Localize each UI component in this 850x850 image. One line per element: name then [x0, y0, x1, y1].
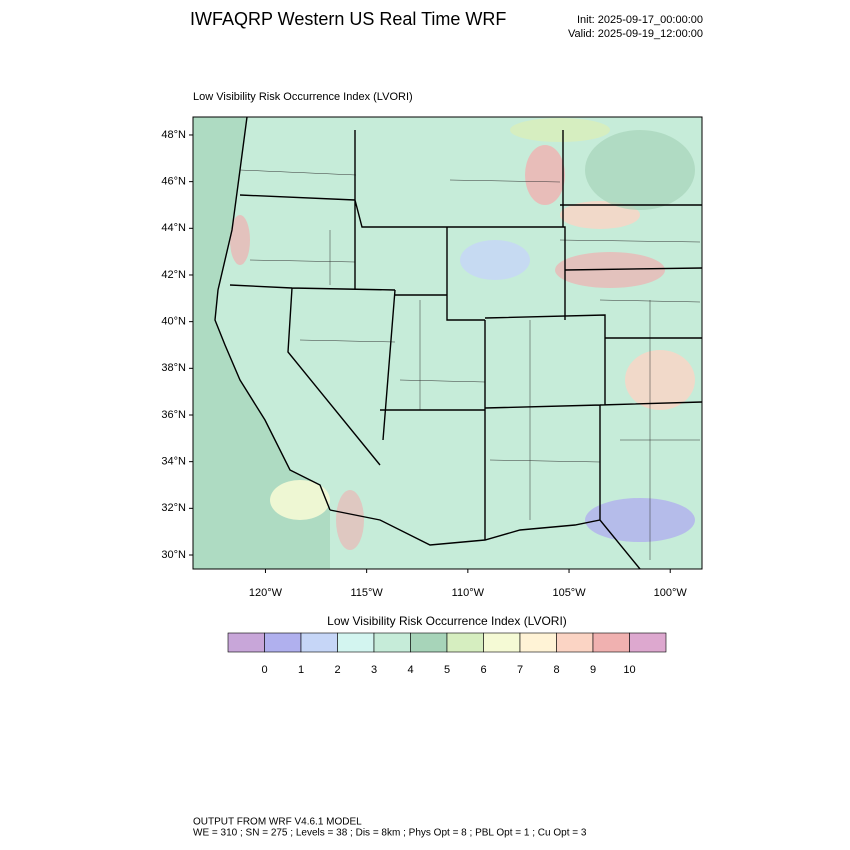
lon-tick-label: 120°W [249, 587, 283, 599]
colorbar-swatch [410, 632, 448, 653]
colorbar-label: 3 [371, 664, 377, 676]
colorbar-swatch [483, 632, 521, 653]
colorbar-label: 10 [623, 664, 635, 676]
colorbar-swatch [519, 632, 557, 653]
footer-line: WE = 310 ; SN = 275 ; Levels = 38 ; Dis … [193, 828, 587, 839]
colorbar-title: Low Visibility Risk Occurrence Index (LV… [327, 614, 567, 628]
lat-tick-label: 32°N [161, 502, 186, 514]
colorbar-label: 2 [334, 664, 340, 676]
map-field [192, 116, 703, 570]
colorbar-label: 8 [553, 664, 559, 676]
colorbar-swatch [337, 632, 375, 653]
colorbar-label: 7 [517, 664, 523, 676]
lon-tick-label: 115°W [350, 587, 383, 599]
lon-tick-label: 100°W [654, 587, 688, 599]
lat-tick-label: 30°N [161, 549, 186, 561]
map-subtitle: Low Visibility Risk Occurrence Index (LV… [193, 91, 413, 103]
lat-tick-label: 42°N [161, 269, 186, 281]
lat-tick-label: 36°N [161, 409, 186, 421]
colorbar-swatch [629, 632, 667, 653]
lat-tick-label: 44°N [161, 222, 186, 234]
colorbar-label: 9 [590, 664, 596, 676]
colorbar-label: 0 [261, 664, 267, 676]
colorbar-swatch [446, 632, 484, 653]
lat-tick-label: 48°N [161, 129, 186, 141]
colorbar-swatch [300, 632, 338, 653]
lat-tick-label: 46°N [161, 176, 186, 188]
colorbar-swatch [592, 632, 630, 653]
valid-time: Valid: 2025-09-19_12:00:00 [568, 28, 703, 40]
colorbar-label: 6 [480, 664, 486, 676]
lon-tick-label: 105°W [552, 587, 586, 599]
lat-tick-label: 38°N [161, 362, 186, 374]
colorbar-swatch [373, 632, 411, 653]
colorbar-swatch [227, 632, 265, 653]
title: IWFAQRP Western US Real Time WRF [190, 9, 506, 29]
colorbar-swatch [556, 632, 594, 653]
colorbar-label: 1 [298, 664, 304, 676]
colorbar-swatch [264, 632, 302, 653]
footer-line: OUTPUT FROM WRF V4.6.1 MODEL [193, 817, 362, 828]
lon-tick-label: 110°W [452, 587, 485, 599]
colorbar-label: 5 [444, 664, 450, 676]
lat-tick-label: 40°N [161, 316, 186, 328]
colorbar-label: 4 [407, 664, 413, 676]
init-time: Init: 2025-09-17_00:00:00 [577, 14, 703, 26]
lat-tick-label: 34°N [161, 456, 186, 468]
